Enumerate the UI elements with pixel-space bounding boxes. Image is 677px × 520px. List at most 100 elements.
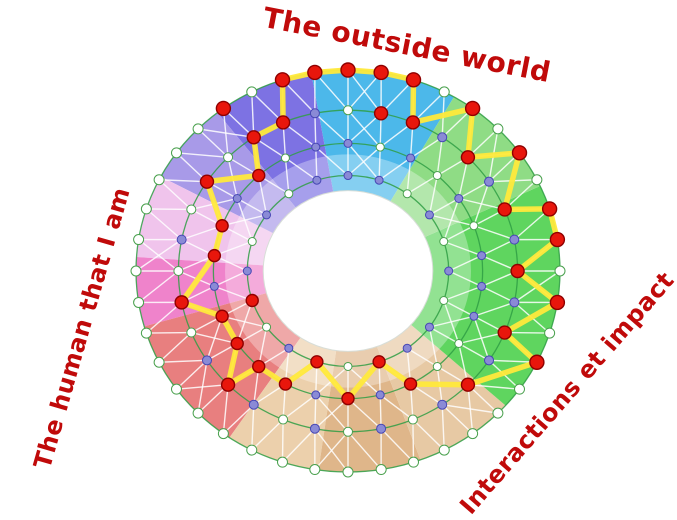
node-red bbox=[277, 116, 290, 129]
node-red bbox=[341, 63, 355, 77]
node-white bbox=[281, 154, 289, 162]
node-purple bbox=[313, 176, 321, 184]
node-white bbox=[247, 445, 257, 455]
node-white bbox=[343, 467, 353, 477]
node-white bbox=[376, 143, 384, 151]
node-white bbox=[468, 429, 478, 439]
node-purple bbox=[478, 282, 486, 290]
node-white bbox=[171, 148, 181, 158]
node-purple bbox=[455, 194, 463, 202]
node-white bbox=[470, 222, 478, 230]
node-red bbox=[543, 202, 557, 216]
node-red bbox=[550, 295, 564, 309]
node-white bbox=[409, 457, 419, 467]
node-red bbox=[466, 101, 480, 115]
node-white bbox=[376, 465, 386, 475]
node-purple bbox=[177, 235, 186, 244]
node-red bbox=[407, 73, 421, 87]
node-red bbox=[405, 378, 417, 390]
node-red bbox=[511, 265, 524, 278]
node-red bbox=[200, 175, 213, 188]
node-purple bbox=[438, 133, 447, 142]
node-red bbox=[513, 146, 527, 160]
node-purple bbox=[510, 235, 519, 244]
node-red bbox=[308, 65, 322, 79]
node-red bbox=[374, 65, 388, 79]
node-red bbox=[550, 233, 564, 247]
node-purple bbox=[425, 211, 433, 219]
node-white bbox=[154, 175, 164, 185]
node-red bbox=[246, 295, 258, 307]
node-purple bbox=[312, 391, 320, 399]
node-white bbox=[439, 445, 449, 455]
node-red bbox=[461, 151, 474, 164]
node-white bbox=[193, 124, 203, 134]
node-red bbox=[222, 378, 235, 391]
node-white bbox=[455, 340, 463, 348]
node-purple bbox=[344, 139, 352, 147]
node-red bbox=[311, 356, 323, 368]
node-white bbox=[174, 267, 183, 276]
node-purple bbox=[403, 344, 411, 352]
node-purple bbox=[344, 172, 352, 180]
node-white bbox=[224, 153, 233, 162]
node-red bbox=[253, 169, 265, 181]
node-white bbox=[532, 175, 542, 185]
node-purple bbox=[470, 312, 478, 320]
node-red bbox=[247, 131, 260, 144]
node-white bbox=[193, 408, 203, 418]
node-white bbox=[403, 190, 411, 198]
node-white bbox=[285, 190, 293, 198]
node-purple bbox=[478, 252, 486, 260]
node-white bbox=[344, 362, 352, 370]
node-white bbox=[134, 235, 144, 245]
node-purple bbox=[233, 194, 241, 202]
node-purple bbox=[202, 356, 211, 365]
node-red bbox=[498, 203, 511, 216]
node-white bbox=[141, 204, 151, 214]
node-white bbox=[187, 328, 196, 337]
node-white bbox=[344, 427, 353, 436]
node-red bbox=[406, 116, 419, 129]
node-red bbox=[216, 220, 228, 232]
node-white bbox=[141, 328, 151, 338]
node-white bbox=[187, 205, 196, 214]
node-white bbox=[493, 124, 503, 134]
node-purple bbox=[285, 344, 293, 352]
node-red bbox=[175, 296, 188, 309]
node-red bbox=[461, 378, 474, 391]
node-purple bbox=[485, 356, 494, 365]
node-white bbox=[433, 363, 441, 371]
node-purple bbox=[310, 109, 319, 118]
node-white bbox=[263, 323, 271, 331]
node-purple bbox=[377, 424, 386, 433]
node-white bbox=[344, 106, 353, 115]
node-white bbox=[439, 87, 449, 97]
node-white bbox=[171, 384, 181, 394]
node-purple bbox=[263, 211, 271, 219]
node-purple bbox=[376, 391, 384, 399]
node-white bbox=[218, 429, 228, 439]
node-white bbox=[493, 408, 503, 418]
torus-hole bbox=[263, 191, 433, 352]
node-white bbox=[433, 171, 441, 179]
node-red bbox=[375, 107, 388, 120]
node-red bbox=[373, 356, 385, 368]
node-white bbox=[545, 328, 555, 338]
node-purple bbox=[485, 177, 494, 186]
node-red bbox=[208, 250, 220, 262]
node-white bbox=[131, 266, 141, 276]
node-red bbox=[279, 378, 291, 390]
node-red bbox=[275, 73, 289, 87]
node-purple bbox=[375, 176, 383, 184]
node-white bbox=[277, 457, 287, 467]
node-white bbox=[408, 415, 417, 424]
node-white bbox=[440, 237, 448, 245]
node-red bbox=[342, 393, 354, 405]
node-red bbox=[216, 101, 230, 115]
node-purple bbox=[249, 400, 258, 409]
node-purple bbox=[438, 400, 447, 409]
node-white bbox=[440, 297, 448, 305]
node-white bbox=[134, 297, 144, 307]
